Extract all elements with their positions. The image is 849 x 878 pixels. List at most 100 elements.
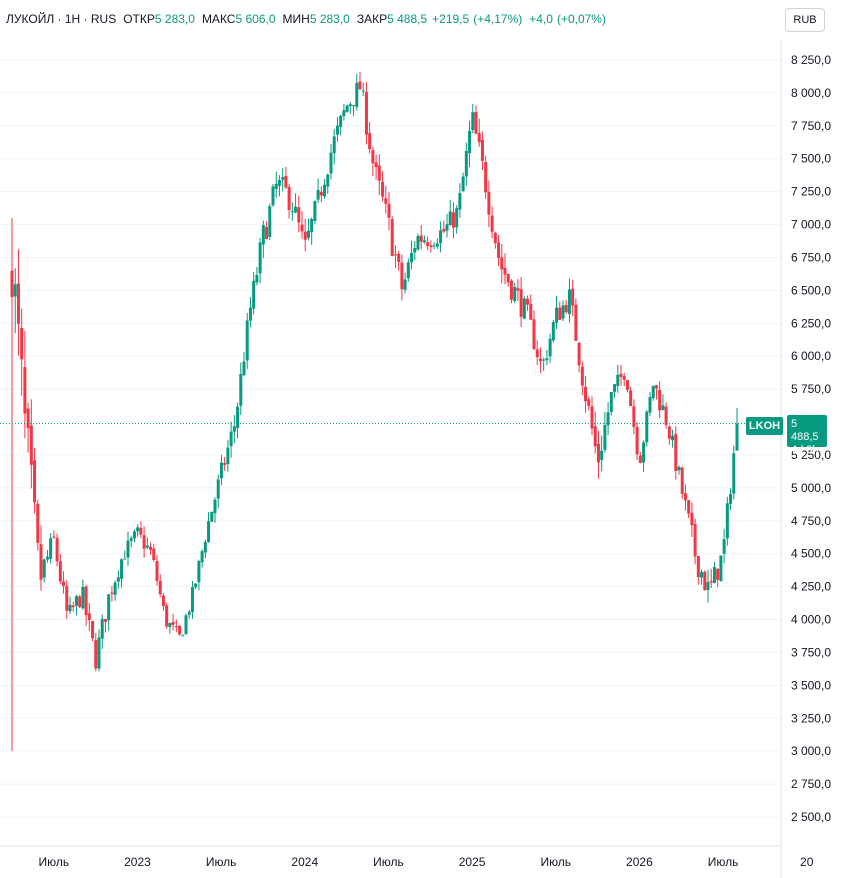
candle <box>274 171 278 198</box>
candle-body <box>455 208 459 228</box>
y-tick-label: 7 500,0 <box>791 152 831 166</box>
candle-body <box>448 211 452 226</box>
candle <box>374 154 378 180</box>
candle <box>187 609 191 619</box>
candle <box>313 200 317 225</box>
candle-body <box>181 635 185 637</box>
change-pct: (+4,17%) <box>473 12 523 26</box>
currency-button[interactable]: RUB <box>785 8 825 32</box>
ticker-badge[interactable]: LKOH <box>746 417 783 435</box>
candle <box>497 235 501 267</box>
candle <box>49 533 53 564</box>
candle-body <box>20 328 24 360</box>
candle <box>435 238 439 249</box>
candle <box>406 258 410 282</box>
timeframe[interactable]: 1Н <box>64 12 81 26</box>
candle-body <box>271 186 275 206</box>
candle-body <box>45 556 49 560</box>
candle <box>39 525 43 591</box>
candle <box>213 497 217 523</box>
candle-body <box>516 287 520 291</box>
candle-body <box>477 133 481 143</box>
candle <box>661 394 665 411</box>
candle <box>281 168 285 192</box>
candle <box>477 118 481 147</box>
candle-body <box>548 338 552 357</box>
candle-body <box>342 110 346 117</box>
candle <box>65 579 69 619</box>
candle-body <box>203 541 207 553</box>
candle <box>287 183 291 219</box>
candle <box>432 242 436 250</box>
candle <box>248 297 252 328</box>
open-label: ОТКР <box>123 12 155 26</box>
candle <box>290 202 294 221</box>
candle-body <box>171 621 175 625</box>
candle <box>439 221 443 253</box>
y-tick-label: 2 750,0 <box>791 777 831 791</box>
candle <box>326 173 330 194</box>
candle <box>419 225 423 250</box>
candle <box>171 613 175 631</box>
candle <box>52 530 56 539</box>
x-tick-label: 20 <box>800 855 814 869</box>
candle <box>642 440 646 472</box>
candle <box>680 466 684 499</box>
candle-body <box>339 115 343 127</box>
candle-body <box>519 289 523 317</box>
candle-body <box>335 125 339 135</box>
candle <box>487 180 491 228</box>
candle <box>203 539 207 559</box>
candle-body <box>535 349 539 358</box>
candle <box>190 581 194 619</box>
x-tick-label: Июль <box>206 855 237 869</box>
candle <box>603 411 607 453</box>
candle-body <box>377 165 381 181</box>
candle <box>168 622 172 634</box>
candle-body <box>371 150 375 164</box>
candle <box>381 171 385 202</box>
candle-body <box>68 604 72 612</box>
candle <box>155 555 159 586</box>
candle-body <box>213 499 217 514</box>
y-tick-label: 3 750,0 <box>791 645 831 659</box>
change2-pct: (+0,07%) <box>556 12 606 26</box>
candle-body <box>242 361 246 376</box>
candle <box>345 104 349 113</box>
candle <box>613 383 617 398</box>
candle-body <box>555 307 559 323</box>
candle <box>468 120 472 168</box>
candle <box>506 273 510 287</box>
symbol-name[interactable]: ЛУКОЙЛ <box>6 12 55 26</box>
candle-body <box>94 640 98 669</box>
candle <box>593 411 597 454</box>
candle-body <box>355 82 359 107</box>
candle-body <box>696 556 700 578</box>
candle <box>390 216 394 257</box>
candle <box>426 236 430 251</box>
candle <box>703 570 707 591</box>
candle <box>335 117 339 142</box>
candle-body <box>329 152 333 174</box>
candle <box>654 384 658 400</box>
candle-body <box>197 561 201 583</box>
candle <box>571 280 575 316</box>
candle-body <box>513 286 517 302</box>
last-price-value: 5 488,5 <box>791 418 819 443</box>
candle <box>110 586 114 602</box>
candle-body <box>722 539 726 554</box>
candle-body <box>236 406 240 428</box>
candle-body <box>316 190 320 200</box>
candle-body <box>226 447 230 465</box>
candle <box>348 101 352 114</box>
low-label: МИН <box>282 12 310 26</box>
candle <box>674 426 678 480</box>
candle <box>651 385 655 401</box>
candle <box>36 499 40 551</box>
candle <box>609 391 613 416</box>
candle-body <box>277 180 281 186</box>
candle <box>184 613 188 636</box>
candle <box>509 279 513 304</box>
